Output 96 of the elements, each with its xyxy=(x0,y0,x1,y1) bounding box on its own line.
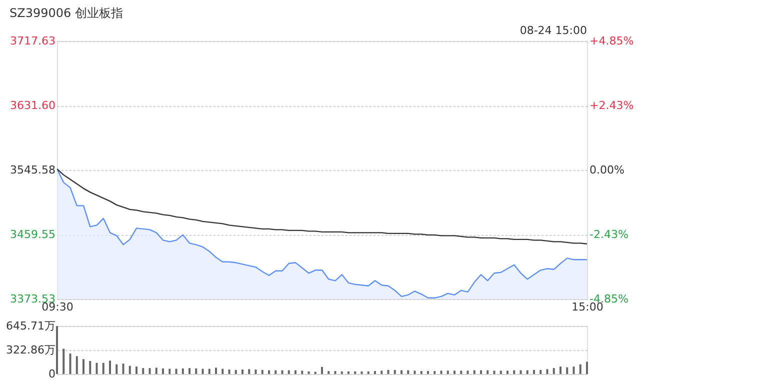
line-series xyxy=(57,168,587,245)
bar xyxy=(460,370,462,374)
bar xyxy=(466,370,469,374)
bar xyxy=(486,370,489,374)
bar xyxy=(242,370,244,374)
bar xyxy=(254,370,257,374)
bar xyxy=(82,359,84,374)
bar xyxy=(208,368,210,374)
bar xyxy=(122,364,124,374)
bar xyxy=(56,326,58,374)
bar xyxy=(128,366,131,374)
bar xyxy=(540,370,542,374)
bar xyxy=(109,360,111,374)
y2-tick-label: -2.43% xyxy=(590,228,628,242)
y-tick-label: 3717.63 xyxy=(10,34,56,48)
bar xyxy=(281,370,284,374)
bar xyxy=(89,360,92,374)
bar xyxy=(202,368,204,374)
bar xyxy=(155,368,158,374)
bar xyxy=(367,371,370,374)
bar xyxy=(162,368,164,374)
bar xyxy=(188,368,190,374)
bar xyxy=(62,348,65,374)
y-tick-label: 3631.60 xyxy=(10,99,56,112)
bar xyxy=(506,370,508,374)
bar xyxy=(268,370,270,374)
bar xyxy=(354,371,356,374)
bar xyxy=(96,362,98,374)
y-tick-label: 3545.58 xyxy=(10,164,56,176)
bar xyxy=(579,364,582,374)
y-tick-label: 645.71万 xyxy=(6,320,56,332)
bar xyxy=(182,368,184,374)
bar xyxy=(560,366,562,374)
y-tick-label: 0 xyxy=(48,368,56,380)
y2-tick-label: +2.43% xyxy=(590,98,634,112)
bar xyxy=(480,370,482,374)
bar xyxy=(321,366,323,374)
bar xyxy=(420,371,422,374)
bar xyxy=(414,370,416,374)
bar xyxy=(427,371,429,374)
bar xyxy=(380,370,383,374)
chart-title: SZ399006 创业板指 xyxy=(10,6,123,20)
bar xyxy=(175,368,178,374)
bar xyxy=(546,369,548,374)
bar xyxy=(248,369,250,374)
x-tick-label: 09:30 xyxy=(42,300,74,314)
bar xyxy=(387,370,390,374)
bar xyxy=(566,367,568,374)
bar xyxy=(334,371,336,374)
bar xyxy=(493,370,496,374)
bar xyxy=(572,366,575,374)
bar xyxy=(473,370,476,374)
bar xyxy=(301,370,304,374)
bar xyxy=(261,370,264,374)
bar xyxy=(526,370,528,374)
bar xyxy=(234,370,237,374)
y2-tick-label: 0.00% xyxy=(590,164,624,176)
bar xyxy=(552,368,555,374)
bar xyxy=(136,366,138,374)
bar xyxy=(446,370,449,374)
bar xyxy=(440,370,442,374)
bar xyxy=(288,370,290,374)
bar xyxy=(116,364,118,374)
bar xyxy=(328,371,330,374)
bar xyxy=(222,368,224,374)
x-tick-label: 15:00 xyxy=(572,300,604,314)
bar xyxy=(228,370,230,374)
bar xyxy=(142,368,144,374)
bar xyxy=(102,362,104,374)
bar xyxy=(374,371,376,374)
y2-tick-label: +4.85% xyxy=(590,34,634,48)
bar xyxy=(340,371,343,374)
bar xyxy=(520,370,522,374)
bar xyxy=(513,370,516,374)
bar xyxy=(148,368,151,374)
bar xyxy=(454,370,456,374)
bar xyxy=(360,371,363,374)
bar xyxy=(274,370,277,374)
bar xyxy=(294,370,296,374)
bar xyxy=(434,371,436,374)
text: 08-24 15:00 xyxy=(520,24,587,37)
y-tick-label: 3459.55 xyxy=(10,228,56,242)
bar xyxy=(215,368,217,374)
bar xyxy=(394,370,396,374)
bar xyxy=(348,371,350,374)
bar xyxy=(76,356,78,374)
y-tick-label: 322.86万 xyxy=(6,344,56,356)
bar xyxy=(586,362,588,374)
bar xyxy=(400,370,402,374)
bar xyxy=(533,370,535,374)
bar xyxy=(308,371,310,374)
bar xyxy=(195,368,198,374)
bar xyxy=(500,370,502,374)
bar xyxy=(407,370,410,374)
bar xyxy=(168,368,171,374)
bar xyxy=(69,354,72,374)
